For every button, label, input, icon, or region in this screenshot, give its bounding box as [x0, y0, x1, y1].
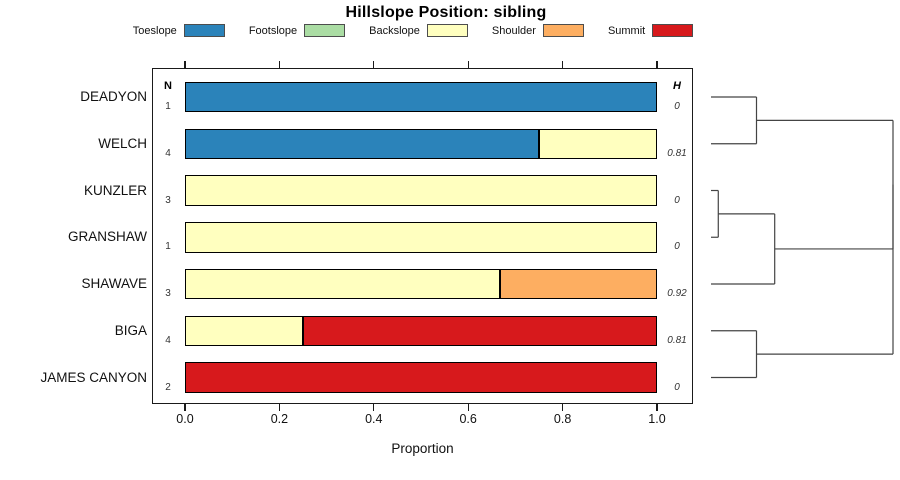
row-label-welch: WELCH	[98, 135, 147, 151]
x-tick-bottom	[184, 404, 186, 411]
n-value-shawave: 3	[165, 288, 171, 299]
bar-deadyon	[185, 81, 657, 113]
x-tick-bottom	[562, 404, 564, 411]
n-value-welch: 4	[165, 147, 171, 159]
legend-label: Summit	[607, 24, 646, 37]
x-tick-top	[656, 61, 658, 68]
legend-label: Toeslope	[132, 24, 177, 37]
bar-biga	[185, 315, 657, 346]
row-label-james-canyon: JAMES CANYON	[40, 369, 147, 385]
n-value-granshaw: 1	[165, 241, 171, 253]
x-tick-label: 0.4	[365, 412, 383, 426]
x-tick-bottom	[467, 404, 469, 411]
bar-segment-kunzler-backslope	[185, 175, 657, 206]
x-tick-top	[373, 61, 375, 68]
n-value-deadyon: 1	[165, 101, 171, 112]
x-axis-title: Proportion	[391, 441, 454, 456]
legend-item-summit: Summit	[607, 24, 694, 37]
n-value-biga: 4	[165, 334, 171, 346]
x-tick-bottom	[373, 404, 375, 411]
x-tick-top	[562, 61, 564, 68]
legend-label: Backslope	[369, 24, 420, 37]
legend-swatch-summit	[652, 24, 694, 37]
legend-item-shoulder: Shoulder	[492, 24, 584, 37]
bar-segment-biga-backslope	[185, 315, 303, 346]
bar-segment-welch-backslope	[539, 128, 657, 159]
legend-swatch-toeslope	[183, 24, 225, 37]
x-tick-label: 0.0	[176, 412, 194, 426]
legend-item-toeslope: Toeslope	[133, 24, 225, 37]
row-label-granshaw: GRANSHAW	[67, 229, 147, 245]
chart-title: Hillslope Position: sibling	[345, 4, 547, 21]
legend-item-footslope: Footslope	[248, 24, 346, 37]
bar-segment-james-canyon-summit	[185, 362, 657, 393]
h-value-james-canyon: 0	[674, 381, 680, 393]
x-tick-top	[184, 61, 186, 68]
bar-james-canyon	[185, 362, 657, 393]
h-column-header: H	[673, 80, 681, 92]
bar-segment-deadyon-toeslope	[185, 81, 657, 113]
bar-segment-biga-summit	[303, 315, 657, 346]
legend: Toeslope Footslope Backslope Shoulder Summit	[0, 24, 826, 37]
bar-segment-shawave-shoulder	[499, 268, 657, 300]
x-tick-top	[467, 61, 469, 68]
legend-swatch-footslope	[304, 24, 346, 37]
x-tick-label: 0.2	[270, 412, 289, 426]
bar-welch	[185, 128, 657, 159]
row-label-deadyon: DEADYON	[80, 89, 147, 104]
bar-granshaw	[185, 222, 657, 253]
h-value-granshaw: 0	[674, 241, 680, 253]
x-tick-label: 0.6	[459, 412, 477, 426]
n-column-header: N	[164, 80, 172, 92]
x-tick-bottom	[656, 404, 658, 411]
bar-kunzler	[185, 175, 657, 206]
legend-label: Shoulder	[491, 24, 536, 37]
bar-shawave	[185, 268, 657, 300]
h-value-biga: 0.81	[667, 334, 687, 346]
n-value-kunzler: 3	[165, 194, 171, 206]
n-value-james-canyon: 2	[165, 381, 171, 393]
row-label-kunzler: KUNZLER	[83, 182, 147, 198]
legend-swatch-backslope	[426, 24, 468, 37]
bar-segment-granshaw-backslope	[185, 222, 657, 253]
bar-segment-welch-toeslope	[185, 128, 539, 159]
legend-item-backslope: Backslope	[369, 24, 468, 37]
row-label-shawave: SHAWAVE	[81, 276, 147, 291]
x-tick-label: 1.0	[648, 412, 666, 426]
legend-swatch-shoulder	[542, 24, 584, 37]
x-tick-top	[278, 61, 280, 68]
h-value-welch: 0.81	[667, 147, 687, 159]
x-tick-bottom	[278, 404, 280, 411]
legend-label: Footslope	[248, 24, 298, 37]
x-tick-label: 0.8	[553, 412, 572, 426]
bar-segment-shawave-backslope	[185, 268, 500, 300]
plot-box	[152, 68, 693, 404]
h-value-kunzler: 0	[674, 194, 680, 206]
row-label-biga: BIGA	[114, 322, 147, 338]
h-value-shawave: 0.92	[667, 288, 687, 299]
h-value-deadyon: 0	[674, 101, 680, 112]
